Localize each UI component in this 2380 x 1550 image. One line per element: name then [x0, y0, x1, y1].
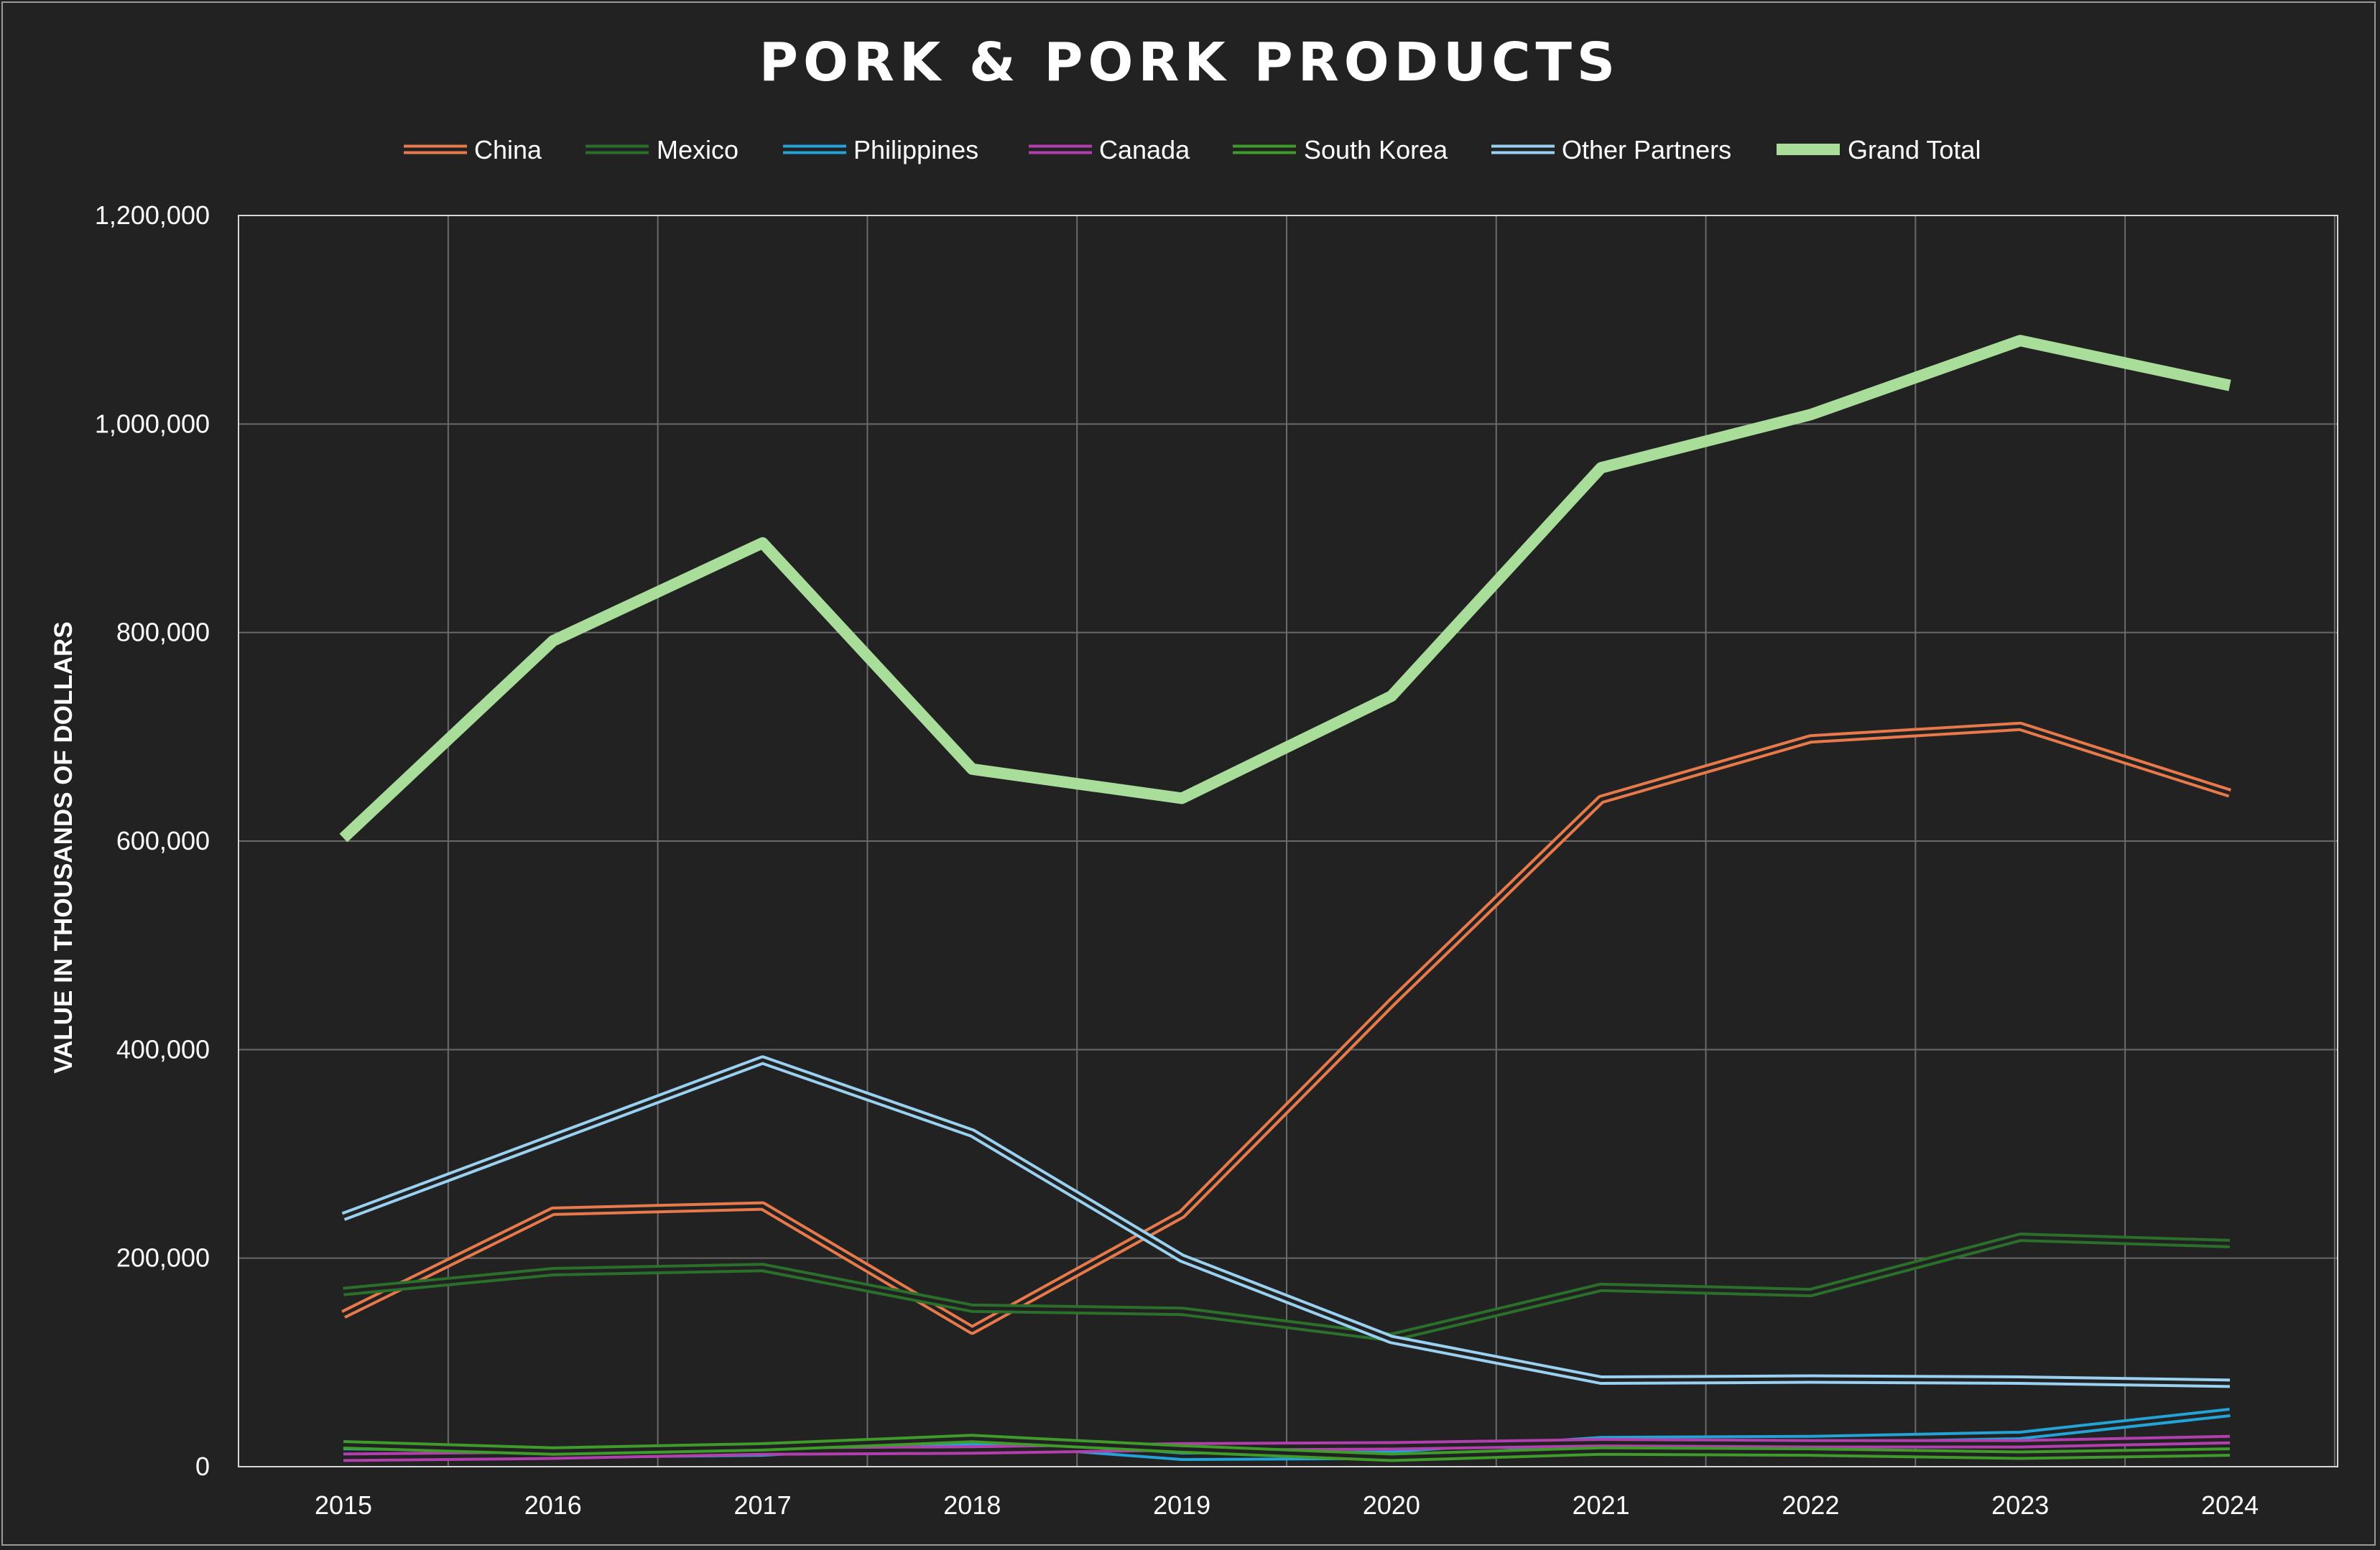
legend-label: China — [474, 135, 542, 164]
legend-label: Canada — [1099, 135, 1190, 164]
legend-entry: China — [404, 135, 542, 164]
grid-lines — [239, 215, 2338, 1467]
legend-entry: Mexico — [585, 135, 738, 164]
x-tick-label: 2020 — [1363, 1490, 1420, 1520]
legend-label: South Korea — [1304, 135, 1448, 164]
series-line-gap — [343, 1058, 2231, 1386]
series-line — [343, 1434, 2231, 1462]
x-tick-label: 2016 — [524, 1490, 582, 1520]
legend-entry: Grand Total — [1777, 135, 1981, 164]
x-tick-label: 2023 — [1991, 1490, 2049, 1520]
x-tick-label: 2018 — [943, 1490, 1001, 1520]
legend-label: Mexico — [657, 135, 738, 164]
series-line-gap — [343, 1437, 2231, 1459]
legend-entry: Philippines — [783, 135, 978, 164]
series-line — [341, 721, 2231, 1335]
plot-area-border — [238, 215, 2338, 1467]
series-line-path — [339, 335, 2231, 843]
x-axis-ticks: 2015 2016 2017 2018 2019 2020 2021 2022 2023 2024 — [315, 1490, 2259, 1520]
legend-label: Other Partners — [1562, 135, 1731, 164]
x-tick-label: 2015 — [315, 1490, 372, 1520]
x-tick-label: 2022 — [1782, 1490, 1839, 1520]
legend-entry: Canada — [1029, 135, 1190, 164]
y-axis-ticks: 0 200,000 400,000 600,000 800,000 1,000,000 1,… — [95, 200, 210, 1481]
x-tick-label: 2024 — [2201, 1490, 2259, 1520]
y-tick-label: 200,000 — [116, 1243, 210, 1273]
legend: China Mexico Philippines Canada South Korea O… — [404, 135, 1981, 164]
y-tick-label: 400,000 — [116, 1034, 210, 1064]
x-tick-label: 2019 — [1153, 1490, 1210, 1520]
legend-entry: South Korea — [1233, 135, 1448, 164]
x-tick-label: 2017 — [734, 1490, 792, 1520]
y-tick-label: 0 — [195, 1452, 210, 1481]
legend-label: Philippines — [853, 135, 978, 164]
legend-entry: Other Partners — [1491, 135, 1731, 164]
series-lines — [339, 335, 2231, 1462]
legend-label: Grand Total — [1848, 135, 1981, 164]
series-line — [343, 1233, 2231, 1342]
y-axis-title: VALUE IN THOUSANDS OF DOLLARS — [50, 621, 78, 1073]
chart-title: PORK & PORK PRODUCTS — [759, 32, 1620, 93]
y-tick-label: 1,200,000 — [95, 200, 210, 230]
series-line-gap — [343, 1235, 2231, 1340]
series-line — [341, 1055, 2231, 1388]
y-tick-label: 1,000,000 — [95, 409, 210, 438]
series-line-gap — [342, 724, 2231, 1332]
y-tick-label: 800,000 — [116, 618, 210, 647]
series-line — [339, 335, 2231, 843]
x-tick-label: 2021 — [1573, 1490, 1630, 1520]
y-tick-label: 600,000 — [116, 826, 210, 855]
